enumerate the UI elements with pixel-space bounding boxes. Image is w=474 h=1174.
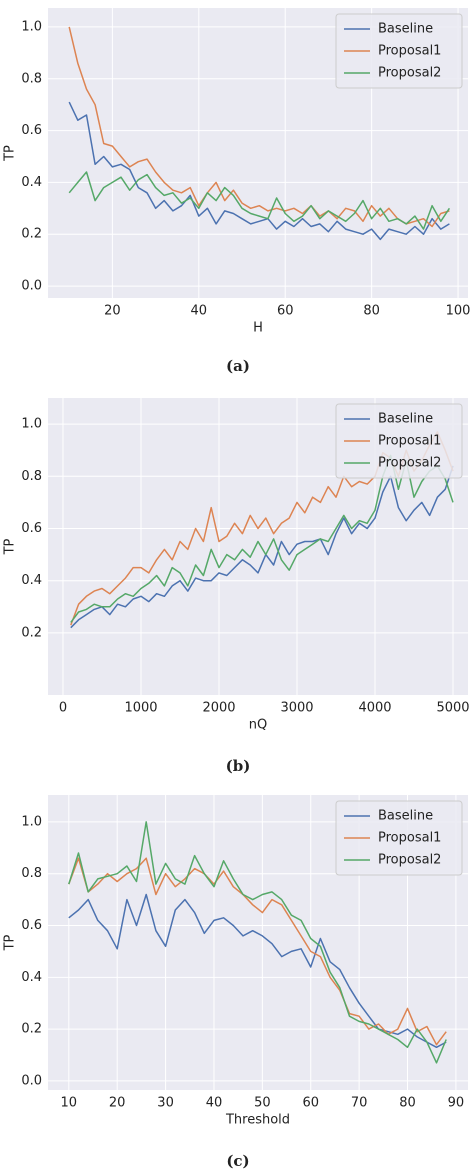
x-tick-label: 4000 bbox=[358, 701, 391, 716]
x-axis-label: Threshold bbox=[225, 1113, 290, 1128]
legend-label: Proposal1 bbox=[378, 434, 441, 449]
y-tick-label: 1.0 bbox=[21, 417, 42, 432]
series-line bbox=[68, 101, 450, 241]
y-axis-label: TP bbox=[3, 538, 18, 555]
series-line bbox=[68, 171, 451, 230]
y-tick-label: 0.2 bbox=[21, 625, 42, 640]
y-tick-label: 0.2 bbox=[21, 227, 42, 242]
x-tick-label: 50 bbox=[254, 1096, 271, 1111]
x-tick-label: 80 bbox=[363, 304, 380, 319]
series-line bbox=[68, 857, 447, 1046]
x-tick-label: 1000 bbox=[124, 701, 157, 716]
x-tick-label: 70 bbox=[351, 1096, 368, 1111]
y-tick-label: 0.6 bbox=[21, 123, 42, 138]
legend-label: Baseline bbox=[378, 22, 433, 37]
legend-label: Baseline bbox=[378, 809, 433, 824]
y-tick-label: 1.0 bbox=[21, 814, 42, 829]
legend-label: Proposal2 bbox=[378, 853, 441, 868]
legend-label: Baseline bbox=[378, 412, 433, 427]
x-tick-label: 30 bbox=[157, 1096, 174, 1111]
y-tick-label: 0.6 bbox=[21, 918, 42, 933]
y-tick-label: 0.0 bbox=[21, 1073, 42, 1088]
caption: (c) bbox=[226, 1152, 249, 1170]
y-axis-label: TP bbox=[3, 145, 18, 162]
x-tick-label: 2000 bbox=[202, 701, 235, 716]
x-tick-label: 0 bbox=[59, 701, 67, 716]
legend-label: Proposal2 bbox=[378, 456, 441, 471]
y-tick-label: 0.4 bbox=[21, 970, 42, 985]
x-axis-label: H bbox=[253, 321, 263, 336]
legend-label: Proposal1 bbox=[378, 44, 441, 59]
series-line bbox=[68, 821, 447, 1064]
x-tick-label: 80 bbox=[399, 1096, 416, 1111]
x-tick-label: 60 bbox=[302, 1096, 319, 1111]
x-tick-label: 3000 bbox=[280, 701, 313, 716]
y-tick-label: 0.2 bbox=[21, 1022, 42, 1037]
x-tick-label: 90 bbox=[448, 1096, 465, 1111]
legend-box bbox=[335, 800, 463, 876]
x-tick-label: 40 bbox=[191, 304, 208, 319]
series-line bbox=[68, 26, 450, 228]
y-axis-label: TP bbox=[3, 934, 18, 951]
x-tick-label: 60 bbox=[277, 304, 294, 319]
legend-label: Proposal2 bbox=[378, 66, 441, 81]
y-tick-label: 0.6 bbox=[21, 521, 42, 536]
series-line bbox=[68, 893, 447, 1049]
series-line bbox=[70, 465, 454, 629]
x-tick-label: 5000 bbox=[436, 701, 469, 716]
y-tick-label: 0.4 bbox=[21, 573, 42, 588]
caption: (b) bbox=[226, 757, 251, 775]
x-tick-label: 100 bbox=[446, 304, 471, 319]
legend-box bbox=[335, 13, 463, 89]
legend-box bbox=[335, 403, 463, 479]
caption: (a) bbox=[226, 357, 250, 375]
x-tick-label: 20 bbox=[104, 304, 121, 319]
y-tick-label: 1.0 bbox=[21, 19, 42, 34]
y-tick-label: 0.0 bbox=[21, 279, 42, 294]
x-tick-label: 40 bbox=[206, 1096, 223, 1111]
legend-label: Proposal1 bbox=[378, 831, 441, 846]
x-tick-label: 10 bbox=[61, 1096, 78, 1111]
y-tick-label: 0.8 bbox=[21, 866, 42, 881]
x-tick-label: 20 bbox=[109, 1096, 126, 1111]
y-tick-label: 0.4 bbox=[21, 175, 42, 190]
y-tick-label: 0.8 bbox=[21, 469, 42, 484]
y-tick-label: 0.8 bbox=[21, 71, 42, 86]
x-axis-label: nQ bbox=[249, 718, 267, 733]
